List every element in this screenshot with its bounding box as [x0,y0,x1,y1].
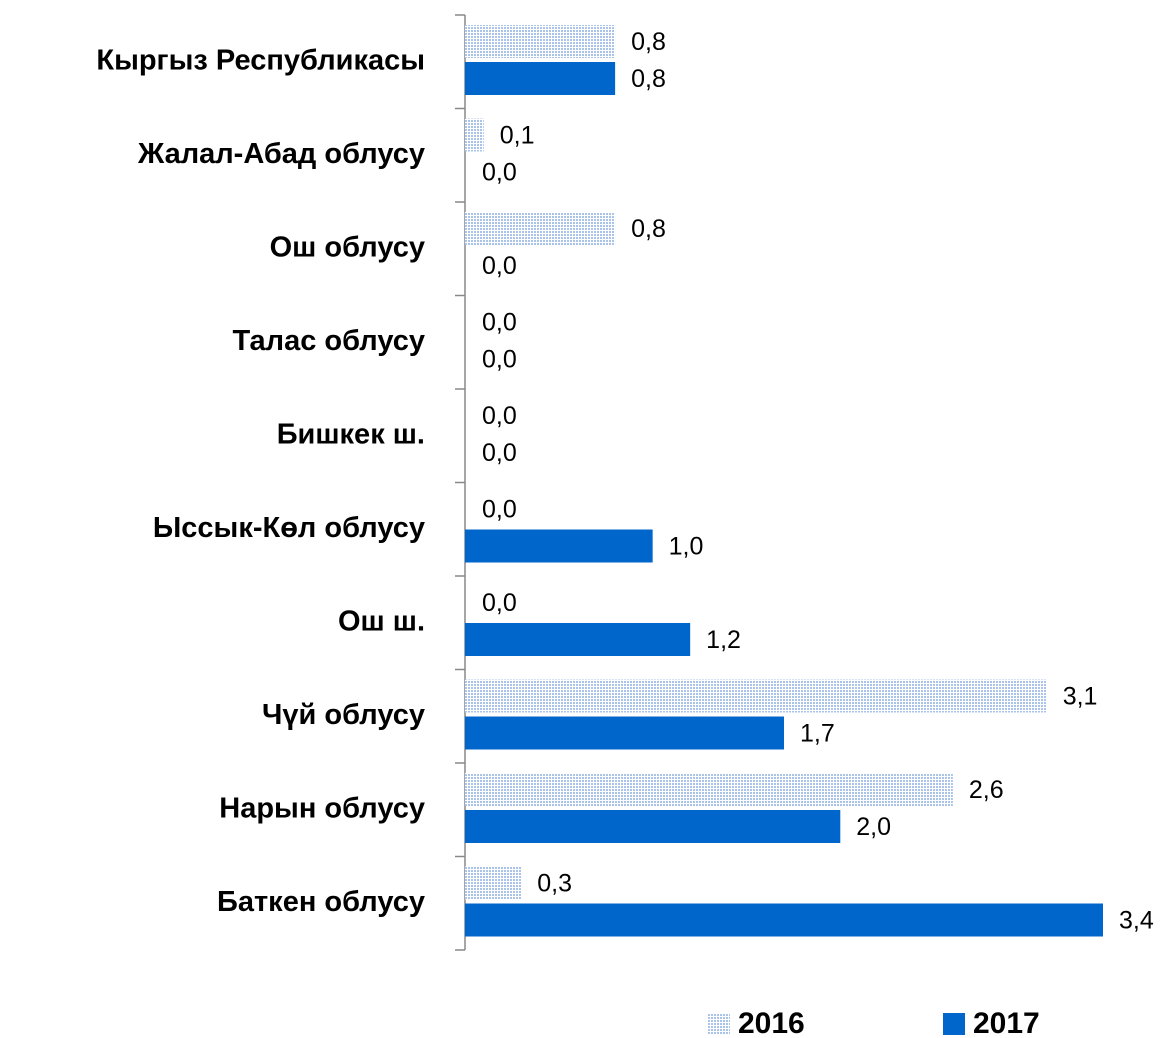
category-label: Нарын облусу [219,792,425,824]
bar [465,903,1103,937]
value-label: 0,8 [631,65,666,93]
legend-swatch [708,1013,730,1035]
bar [465,25,616,58]
value-label: 3,4 [1119,907,1154,935]
value-label: 0,1 [500,122,535,150]
value-label: 1,2 [706,626,741,654]
bar [465,716,784,750]
bar [465,62,616,95]
bar [465,118,484,152]
bar [465,623,691,656]
value-label: 0,8 [631,215,666,243]
value-label: 0,0 [482,159,517,187]
category-label: Баткен облусу [217,886,425,918]
legend-label: 2016 [738,1007,805,1038]
value-label: 0,0 [482,589,517,617]
value-label: 0,0 [482,346,517,374]
category-label: Бишкек ш. [277,418,425,450]
bar [465,212,616,245]
category-label: Ыссык-Көл облусу [153,512,425,544]
value-label: 1,7 [800,720,835,748]
value-label: 0,0 [482,402,517,430]
value-label: 1,0 [669,533,704,561]
value-label: 3,1 [1063,683,1098,711]
value-label: 0,0 [482,252,517,280]
category-label: Талас облусу [233,325,425,357]
value-label: 0,0 [482,496,517,524]
legend-label: 2017 [973,1007,1040,1038]
bar [465,810,841,843]
value-label: 2,0 [856,813,891,841]
legend-swatch [943,1013,965,1035]
bar [465,529,653,563]
category-label: Кыргыз Республикасы [96,44,425,76]
bar [465,866,522,900]
value-label: 2,6 [969,776,1004,804]
bar [465,773,953,806]
category-label: Ош ш. [338,605,425,637]
category-label: Чүй облусу [262,699,425,731]
category-label: Жалал-Абад облусу [137,138,425,170]
value-label: 0,0 [482,439,517,467]
value-label: 0,8 [631,28,666,56]
value-label: 0,3 [537,870,572,898]
category-label: Ош облусу [270,231,425,263]
bar [465,679,1047,713]
value-label: 0,0 [482,309,517,337]
